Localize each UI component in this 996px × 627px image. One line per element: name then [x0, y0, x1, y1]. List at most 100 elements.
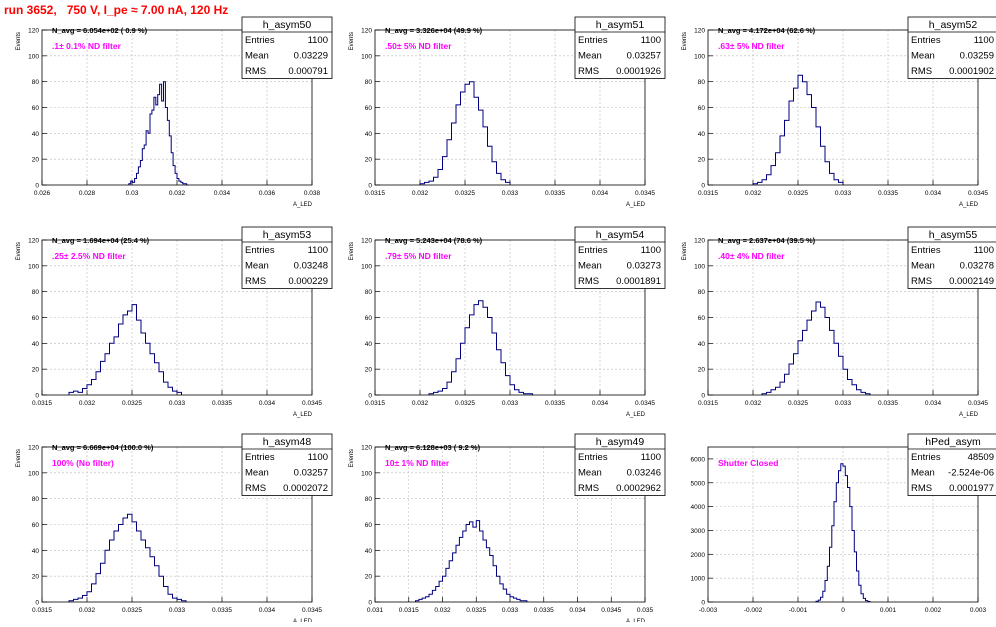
histogram-line: [419, 81, 511, 185]
x-tick-label: 0.0315: [365, 190, 385, 197]
histogram-line: [128, 81, 189, 186]
stats-value-entries: 1100: [308, 245, 328, 256]
x-tick-label: 0.0315: [698, 190, 718, 197]
y-tick-label: 20: [32, 574, 40, 581]
y-tick-label: 80: [32, 79, 40, 86]
stats-label-entries: Entries: [578, 35, 608, 46]
y-tick-label: 2000: [691, 552, 706, 559]
stats-box-title: h_asym50: [263, 19, 312, 31]
stats-box-title: h_asym48: [263, 436, 312, 448]
x-tick-label: 0.034: [569, 607, 586, 614]
stats-label-entries: Entries: [911, 35, 941, 46]
y-tick-label: 0: [368, 183, 372, 190]
x-tick-label: 0.034: [592, 190, 609, 197]
y-tick-label: 60: [698, 105, 706, 112]
plot-frame: [374, 29, 646, 186]
stats-value-entries: 1100: [974, 35, 994, 46]
filter-annotation: Shutter Closed: [718, 458, 778, 468]
stats-box-title: hPed_asym: [925, 436, 981, 448]
stats-box-title: h_asym49: [596, 436, 645, 448]
n-avg-label: N_avg = 6.128e+03 ( 9.2 %): [385, 443, 481, 452]
y-axis-title: Events: [16, 32, 22, 50]
y-tick-label: 0: [35, 600, 39, 607]
stats-box: [574, 226, 666, 289]
plot-frame: [374, 239, 646, 396]
x-tick-label: 0.032: [745, 400, 762, 407]
x-tick-label: 0.035: [637, 607, 654, 614]
histogram-panel-h_asym49: 0.031 0.0315 0.032 0.0325 0.033 0.0335 0.034 0.…: [349, 433, 666, 625]
stats-box: [907, 433, 996, 496]
y-tick-label: 80: [698, 79, 706, 86]
x-axis-title: A_LED: [293, 412, 313, 418]
stats-label-entries: Entries: [578, 452, 608, 463]
x-tick-label: 0.0315: [32, 400, 52, 407]
stats-value-mean: 0.03259: [960, 51, 994, 62]
y-tick-label: 0: [35, 183, 39, 190]
y-tick-label: 100: [361, 263, 372, 270]
histogram-panel-h_asym50: 0.026 0.028 0.03 0.032 0.034 0.036 0.038 0 20 40 6…: [16, 16, 333, 208]
filter-annotation: .79± 5% ND filter: [385, 251, 452, 261]
y-tick-label: 120: [361, 445, 372, 452]
y-tick-label: 0: [701, 393, 705, 400]
stats-value-rms: 0.0001926: [616, 66, 661, 77]
y-tick-label: 60: [32, 105, 40, 112]
y-tick-label: 20: [365, 367, 373, 374]
n-avg-label: N_avg = 1.694e+04 (25.4 %): [52, 236, 150, 245]
stats-box: [241, 433, 333, 496]
y-axis-title: Events: [349, 449, 355, 467]
stats-label-rms: RMS: [245, 66, 266, 77]
stats-label-rms: RMS: [911, 66, 932, 77]
stats-label-entries: Entries: [245, 452, 275, 463]
stats-value-entries: 1100: [308, 452, 328, 463]
stats-value-entries: 1100: [641, 452, 661, 463]
y-tick-label: 60: [32, 315, 40, 322]
x-tick-label: 0.0325: [122, 607, 142, 614]
y-tick-label: 100: [28, 470, 39, 477]
y-tick-label: 20: [698, 367, 706, 374]
histogram-panel-h_asym48: 0.0315 0.032 0.0325 0.033 0.0335 0.034 0.0345 0…: [16, 433, 333, 625]
x-tick-label: 0.0345: [302, 607, 322, 614]
filter-annotation: 10± 1% ND filter: [385, 458, 450, 468]
x-tick-label: 0.0315: [698, 400, 718, 407]
x-tick-label: 0.0325: [455, 190, 475, 197]
stats-value-entries: 48509: [968, 452, 994, 463]
stats-box: [907, 16, 996, 79]
x-tick-label: 0: [841, 607, 845, 614]
y-tick-label: 60: [365, 315, 373, 322]
stats-box-title: h_asym53: [263, 229, 312, 241]
x-axis-title: A_LED: [293, 202, 313, 208]
n-avg-label: N_avg = 3.326e+04 (49.9 %): [385, 26, 483, 35]
plot-frame: [41, 446, 313, 603]
y-tick-label: 0: [368, 393, 372, 400]
stats-value-entries: 1100: [641, 35, 661, 46]
stats-label-mean: Mean: [578, 51, 602, 62]
stats-label-entries: Entries: [911, 452, 941, 463]
x-tick-label: 0.033: [502, 190, 519, 197]
y-tick-label: 100: [361, 53, 372, 60]
x-tick-label: 0.0345: [601, 607, 621, 614]
x-tick-label: 0.0315: [365, 400, 385, 407]
stats-value-rms: 0.0001977: [949, 483, 994, 494]
x-tick-label: 0.032: [79, 607, 96, 614]
stats-value-rms: 0.0001891: [616, 276, 661, 287]
y-tick-label: 80: [365, 496, 373, 503]
stats-label-mean: Mean: [911, 261, 935, 272]
stats-box-title: h_asym51: [596, 19, 645, 31]
stats-value-entries: 1100: [641, 245, 661, 256]
y-tick-label: 6000: [691, 456, 706, 463]
y-tick-label: 60: [698, 315, 706, 322]
run-title: run 3652, 750 V, I_pe ≈ 7.00 nA, 120 Hz: [4, 3, 229, 17]
x-axis-title: A_LED: [626, 412, 646, 418]
y-tick-label: 0: [701, 183, 705, 190]
y-tick-label: 120: [361, 238, 372, 245]
histogram-line: [68, 304, 182, 395]
x-tick-label: 0.032: [79, 400, 96, 407]
y-tick-label: 100: [28, 53, 39, 60]
y-tick-label: 0: [701, 600, 705, 607]
x-tick-label: 0.026: [34, 190, 51, 197]
n-avg-label: N_avg = 5.243e+04 (78.6 %): [385, 236, 483, 245]
stats-label-mean: Mean: [245, 261, 269, 272]
x-tick-label: 0.034: [925, 190, 942, 197]
histogram-line: [761, 301, 871, 395]
